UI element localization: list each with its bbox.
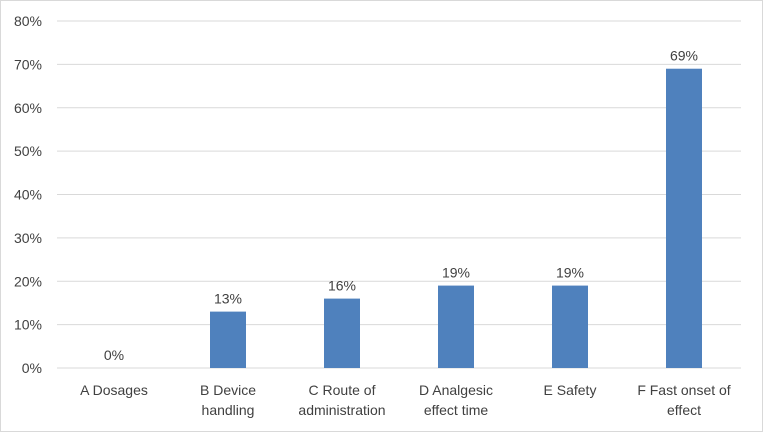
- data-label: 13%: [214, 291, 242, 307]
- y-tick-label: 50%: [14, 143, 42, 159]
- x-category-label: F Fast onset of: [637, 382, 730, 398]
- bar: [324, 298, 360, 368]
- y-axis-tick-labels: 0% 10% 20% 30% 40% 50% 60% 70% 80%: [14, 13, 42, 376]
- y-tick-label: 80%: [14, 13, 42, 29]
- gridlines: [57, 20, 741, 369]
- bar: [210, 311, 246, 368]
- data-label: 19%: [442, 265, 470, 281]
- x-category-label: effect: [667, 402, 701, 418]
- data-label: 69%: [670, 48, 698, 64]
- y-tick-label: 30%: [14, 230, 42, 246]
- data-labels: 0% 13% 16% 19% 19% 69%: [104, 48, 698, 363]
- y-tick-label: 70%: [14, 56, 42, 72]
- data-label: 16%: [328, 278, 356, 294]
- y-tick-label: 0%: [22, 360, 42, 376]
- y-tick-label: 40%: [14, 187, 42, 203]
- y-tick-label: 60%: [14, 100, 42, 116]
- y-tick-label: 10%: [14, 317, 42, 333]
- x-category-label: B Device: [200, 382, 256, 398]
- data-label: 19%: [556, 265, 584, 281]
- y-tick-label: 20%: [14, 273, 42, 289]
- bars: [210, 68, 702, 369]
- bar: [552, 285, 588, 368]
- x-axis-category-labels: A Dosages B Device handling C Route of admin…: [80, 382, 731, 418]
- x-category-label: C Route of: [309, 382, 376, 398]
- x-category-label: A Dosages: [80, 382, 148, 398]
- x-category-label: administration: [298, 402, 385, 418]
- data-label: 0%: [104, 347, 124, 363]
- bar: [438, 285, 474, 368]
- x-category-label: effect time: [424, 402, 489, 418]
- x-category-label: D Analgesic: [419, 382, 493, 398]
- x-category-label: handling: [202, 402, 255, 418]
- x-category-label: E Safety: [544, 382, 597, 398]
- bar: [666, 68, 702, 369]
